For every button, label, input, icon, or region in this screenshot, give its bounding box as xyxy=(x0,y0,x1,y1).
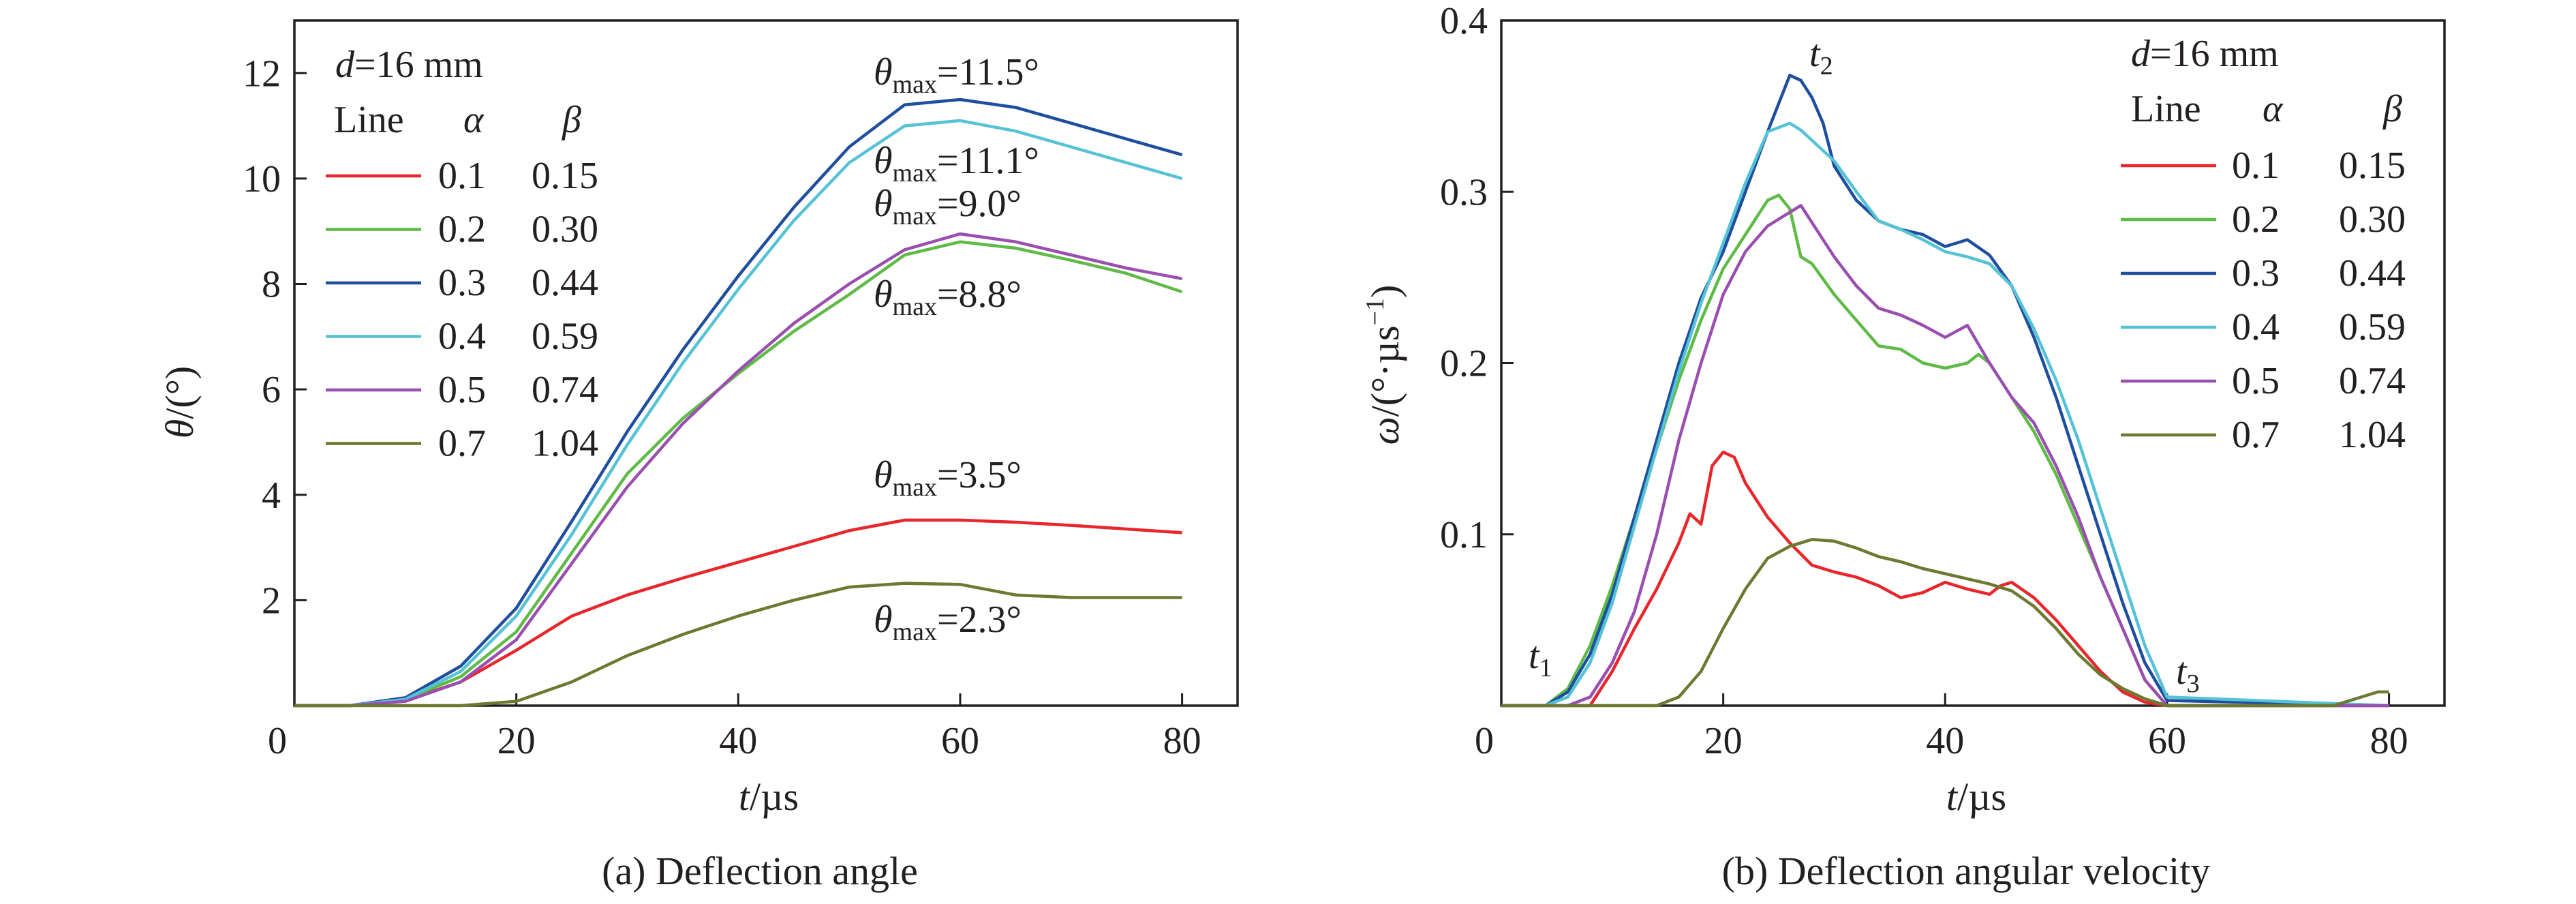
annotation-theta-max-11-1: θmax=11.1° xyxy=(874,140,1039,187)
x-tick-label: 60 xyxy=(941,720,979,762)
x-tick-label: 20 xyxy=(1704,720,1743,762)
panel-b-plot-frame xyxy=(1500,19,2446,707)
legend-alpha-value: 0.2 xyxy=(2232,198,2280,241)
y-tick-label: 0.3 xyxy=(1440,171,1488,213)
legend-beta-value: 1.04 xyxy=(2339,414,2406,456)
annotation-theta-max-11-5: θmax=11.5° xyxy=(874,51,1039,99)
panel-b-series-lines xyxy=(1501,74,2389,708)
x-tick-label: 0 xyxy=(268,720,287,762)
panel-a-deflection-angle: 0 20 40 60 80 2 4 6 8 10 12 θ/(°) t/µs (a) Deflect… xyxy=(157,19,1239,893)
annotation-t2: t2 xyxy=(1809,33,1833,80)
x-tick-label: 40 xyxy=(1926,720,1964,762)
legend-alpha-value: 0.7 xyxy=(438,423,486,465)
y-tick-label: 0.1 xyxy=(1440,514,1488,556)
x-tick-label: 0 xyxy=(1475,720,1494,762)
panel-b-legend-rows: 0.1 0.15 0.2 0.30 0.3 0.44 0.4 0.59 0.5 0.74 0.7 1.… xyxy=(2121,145,2406,456)
y-tick-label: 0.4 xyxy=(1440,0,1488,42)
x-tick-label: 60 xyxy=(2148,720,2186,762)
panel-b-x-axis-label: t/µs xyxy=(1946,774,2006,819)
y-tick-label: 0.2 xyxy=(1440,343,1488,385)
panel-b-caption: (b) Deflection angular velocity xyxy=(1722,849,2211,893)
panel-a-legend-rows: 0.1 0.15 0.2 0.30 0.3 0.44 0.4 0.59 0.5 0.74 0.7 1.… xyxy=(326,155,598,465)
legend-alpha-value: 0.1 xyxy=(438,155,486,197)
legend-beta-value: 0.59 xyxy=(532,316,598,358)
legend-beta-value: 0.30 xyxy=(532,209,598,251)
series-line-alpha-0-5 xyxy=(294,232,1183,708)
annotation-theta-max-9-0: θmax=9.0° xyxy=(874,183,1022,230)
series-line-alpha-0-1 xyxy=(1501,450,2389,708)
panel-b-legend-header-beta: β xyxy=(2382,88,2402,130)
x-tick-label: 20 xyxy=(497,720,536,762)
annotation-t1: t1 xyxy=(1529,635,1552,682)
panel-a-series-lines xyxy=(294,97,1183,708)
legend-beta-value: 0.74 xyxy=(2339,360,2406,402)
legend-beta-value: 0.74 xyxy=(532,369,598,411)
panel-a-ticks: 0 20 40 60 80 2 4 6 8 10 12 xyxy=(243,52,1201,762)
y-tick-label: 2 xyxy=(262,579,281,622)
annotation-theta-max-8-8: θmax=8.8° xyxy=(874,273,1022,321)
series-line-alpha-0-7 xyxy=(1501,538,2389,708)
legend-alpha-value: 0.5 xyxy=(2232,360,2280,402)
legend-alpha-value: 0.3 xyxy=(438,262,486,304)
y-tick-label: 8 xyxy=(262,264,281,306)
legend-beta-value: 0.44 xyxy=(2339,252,2406,295)
legend-beta-value: 0.44 xyxy=(532,262,598,304)
panel-a-x-axis-label: t/µs xyxy=(739,774,799,819)
series-line-alpha-0-5 xyxy=(1501,204,2389,708)
x-tick-label: 80 xyxy=(1163,720,1201,762)
legend-alpha-value: 0.5 xyxy=(438,369,486,411)
series-line-alpha-0-4 xyxy=(1501,121,2389,708)
panel-a-legend-header-alpha: α xyxy=(463,99,485,141)
panel-b-legend-header-alpha: α xyxy=(2263,88,2284,130)
panel-b-angular-velocity: 0 20 40 60 80 0.1 0.2 0.3 0.4 ω/(°·µs−1) t/µs (b… xyxy=(1361,0,2446,893)
series-line-alpha-0-3 xyxy=(1501,74,2389,708)
panel-b-legend-header-line: Line xyxy=(2131,88,2201,130)
panel-a-legend-d: d=16 mm xyxy=(335,44,483,86)
y-tick-label: 6 xyxy=(262,369,281,411)
panel-a-legend-header-beta: β xyxy=(562,99,581,141)
panel-b-ticks: 0 20 40 60 80 0.1 0.2 0.3 0.4 xyxy=(1440,0,2408,762)
annotation-theta-max-2-3: θmax=2.3° xyxy=(874,599,1022,646)
legend-beta-value: 1.04 xyxy=(532,423,598,465)
annotation-t3: t3 xyxy=(2176,650,2200,698)
legend-alpha-value: 0.1 xyxy=(2232,145,2280,187)
series-line-alpha-0-2 xyxy=(294,240,1183,708)
series-line-alpha-0-7 xyxy=(294,582,1182,708)
series-line-alpha-0-4 xyxy=(294,119,1183,708)
legend-beta-value: 0.59 xyxy=(2339,306,2406,348)
legend-alpha-value: 0.2 xyxy=(438,209,486,251)
series-line-alpha-0-3 xyxy=(294,97,1183,708)
panel-b-legend: d=16 mm Line α β 0.1 0.150.2 0.300.3 0.440.… xyxy=(2121,33,2406,456)
legend-beta-value: 0.15 xyxy=(2339,145,2406,187)
series-line-alpha-0-1 xyxy=(294,518,1182,708)
panel-a-y-axis-label: θ/(°) xyxy=(157,366,202,438)
panel-a-caption: (a) Deflection angle xyxy=(602,849,918,893)
y-tick-label: 4 xyxy=(262,474,281,517)
legend-alpha-value: 0.7 xyxy=(2232,414,2280,456)
panel-b-legend-d: d=16 mm xyxy=(2131,33,2279,75)
legend-beta-value: 0.30 xyxy=(2339,198,2406,241)
x-tick-label: 40 xyxy=(719,720,757,762)
legend-beta-value: 0.15 xyxy=(532,155,598,197)
annotation-theta-max-3-5: θmax=3.5° xyxy=(874,454,1022,502)
legend-alpha-value: 0.4 xyxy=(438,316,486,358)
panel-a-legend-header-line: Line xyxy=(334,99,404,141)
legend-alpha-value: 0.4 xyxy=(2232,306,2280,348)
legend-alpha-value: 0.3 xyxy=(2232,252,2280,295)
panel-a-plot-frame xyxy=(293,19,1239,707)
panel-b-y-axis-label: ω/(°·µs−1) xyxy=(1361,285,1407,445)
panel-a-legend: d=16 mm Line α β 0.1 0.150.2 0.300.3 0.440.… xyxy=(326,44,598,465)
y-tick-label: 12 xyxy=(243,52,281,95)
x-tick-label: 80 xyxy=(2370,720,2408,762)
y-tick-label: 10 xyxy=(243,158,281,200)
